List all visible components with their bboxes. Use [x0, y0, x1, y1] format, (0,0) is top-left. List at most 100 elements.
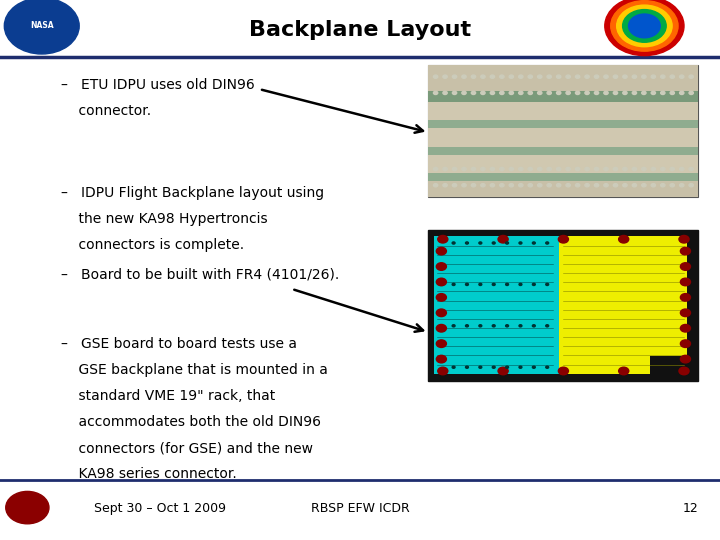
- Circle shape: [492, 242, 495, 244]
- Circle shape: [452, 167, 456, 171]
- Circle shape: [433, 167, 438, 171]
- Circle shape: [518, 75, 523, 78]
- Circle shape: [680, 278, 690, 286]
- Circle shape: [438, 235, 448, 243]
- Circle shape: [532, 242, 535, 244]
- Circle shape: [505, 325, 508, 327]
- Circle shape: [519, 242, 522, 244]
- Circle shape: [472, 184, 476, 187]
- Circle shape: [546, 325, 549, 327]
- Circle shape: [642, 91, 646, 94]
- Circle shape: [680, 167, 684, 171]
- Circle shape: [518, 91, 523, 94]
- Circle shape: [528, 167, 532, 171]
- Circle shape: [689, 184, 693, 187]
- Circle shape: [462, 75, 466, 78]
- Circle shape: [689, 75, 693, 78]
- Text: standard VME 19" rack, that: standard VME 19" rack, that: [61, 389, 276, 403]
- Circle shape: [595, 91, 599, 94]
- Circle shape: [481, 75, 485, 78]
- Circle shape: [611, 1, 678, 51]
- Circle shape: [679, 235, 689, 243]
- Circle shape: [670, 75, 675, 78]
- Circle shape: [585, 167, 589, 171]
- Circle shape: [492, 366, 495, 368]
- Circle shape: [651, 91, 655, 94]
- Circle shape: [433, 91, 438, 94]
- Circle shape: [462, 167, 466, 171]
- Circle shape: [575, 184, 580, 187]
- Circle shape: [546, 366, 549, 368]
- Circle shape: [466, 325, 469, 327]
- Circle shape: [528, 75, 532, 78]
- Circle shape: [436, 340, 446, 347]
- Circle shape: [452, 242, 455, 244]
- Circle shape: [689, 167, 693, 171]
- Circle shape: [490, 167, 495, 171]
- Circle shape: [466, 366, 469, 368]
- Circle shape: [632, 184, 636, 187]
- Circle shape: [433, 184, 438, 187]
- Circle shape: [518, 167, 523, 171]
- Circle shape: [605, 0, 684, 56]
- Circle shape: [546, 284, 549, 286]
- Circle shape: [632, 75, 636, 78]
- Circle shape: [642, 75, 646, 78]
- Circle shape: [566, 75, 570, 78]
- Circle shape: [500, 184, 504, 187]
- Circle shape: [538, 75, 542, 78]
- Circle shape: [680, 247, 690, 255]
- Circle shape: [6, 491, 49, 524]
- Circle shape: [661, 91, 665, 94]
- Circle shape: [623, 91, 627, 94]
- Circle shape: [670, 167, 675, 171]
- Circle shape: [509, 167, 513, 171]
- Text: connectors is complete.: connectors is complete.: [61, 238, 244, 252]
- Circle shape: [559, 235, 569, 243]
- Circle shape: [618, 235, 629, 243]
- Circle shape: [479, 242, 482, 244]
- Circle shape: [505, 366, 508, 368]
- Circle shape: [505, 284, 508, 286]
- Circle shape: [623, 167, 627, 171]
- Text: NASA: NASA: [30, 22, 53, 30]
- Bar: [434, 236, 561, 374]
- Circle shape: [613, 91, 618, 94]
- Circle shape: [538, 167, 542, 171]
- Circle shape: [492, 284, 495, 286]
- Circle shape: [547, 91, 552, 94]
- Circle shape: [532, 325, 535, 327]
- Circle shape: [443, 167, 447, 171]
- Circle shape: [604, 75, 608, 78]
- Circle shape: [595, 184, 599, 187]
- Circle shape: [452, 325, 455, 327]
- Bar: [428, 155, 698, 173]
- Circle shape: [661, 184, 665, 187]
- Circle shape: [651, 75, 655, 78]
- Circle shape: [462, 184, 466, 187]
- Circle shape: [632, 167, 636, 171]
- Circle shape: [679, 367, 689, 375]
- Circle shape: [680, 294, 690, 301]
- Circle shape: [557, 75, 561, 78]
- Circle shape: [680, 91, 684, 94]
- Text: –   IDPU Flight Backplane layout using: – IDPU Flight Backplane layout using: [61, 186, 324, 200]
- Circle shape: [498, 367, 508, 375]
- Bar: [428, 102, 698, 120]
- Circle shape: [623, 10, 666, 42]
- Circle shape: [436, 325, 446, 332]
- Text: Sept 30 – Oct 1 2009: Sept 30 – Oct 1 2009: [94, 502, 225, 515]
- Circle shape: [490, 184, 495, 187]
- Circle shape: [519, 284, 522, 286]
- Circle shape: [604, 91, 608, 94]
- Circle shape: [466, 284, 469, 286]
- Circle shape: [680, 340, 690, 347]
- Circle shape: [509, 75, 513, 78]
- Bar: [428, 173, 698, 181]
- Circle shape: [547, 184, 552, 187]
- Circle shape: [547, 167, 552, 171]
- Text: accommodates both the old DIN96: accommodates both the old DIN96: [61, 415, 321, 429]
- Circle shape: [585, 91, 589, 94]
- Circle shape: [680, 309, 690, 316]
- Bar: [428, 147, 698, 155]
